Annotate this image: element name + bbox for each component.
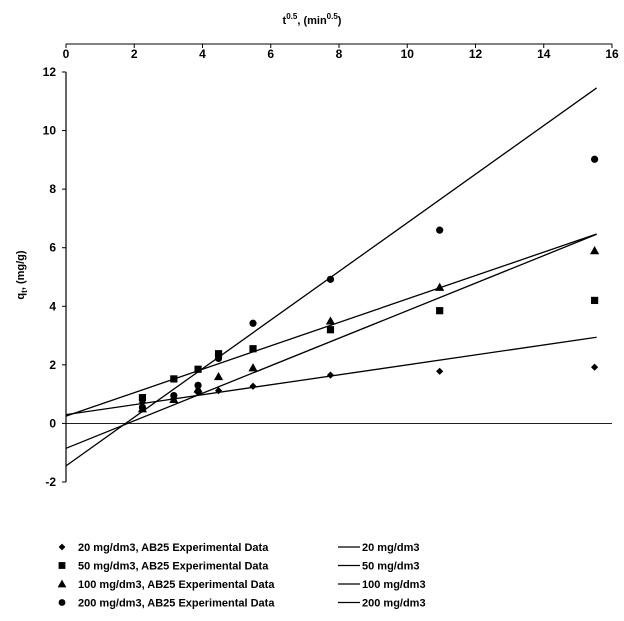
axes: -2 0 2 4 6 8 10 12 0 2 4 6 8 10 12 14 16 (43, 43, 619, 489)
y-axis-title: qt, (mg/g) (15, 250, 29, 299)
legend-line-label: 200 mg/dm3 (362, 598, 426, 610)
data-point-diamond (249, 382, 257, 390)
x-tick-label: 0 (63, 47, 70, 61)
legend-marker-diamond (58, 543, 66, 551)
data-point-square (249, 345, 257, 353)
legend-label: 100 mg/dm3, AB25 Experimental Data (78, 579, 275, 591)
x-tick-label: 2 (131, 47, 138, 61)
data-point-circle (170, 392, 178, 400)
legend-line-label: 100 mg/dm3 (362, 579, 426, 591)
legend: 20 mg/dm3, AB25 Experimental Data 20 mg/d… (57, 542, 426, 610)
legend-marker-square (58, 562, 66, 569)
x-tick-label: 4 (199, 47, 206, 61)
data-point-triangle (248, 363, 258, 372)
legend-label: 50 mg/dm3, AB25 Experimental Data (78, 561, 269, 573)
y-tick-label: 0 (49, 416, 56, 430)
y-tick-label: 2 (49, 358, 56, 372)
legend-line-label: 20 mg/dm3 (362, 542, 419, 554)
data-point-diamond (590, 363, 599, 371)
data-point-square (138, 394, 147, 402)
x-axis-title: t0.5, (min0.5) (283, 12, 342, 27)
y-tick-label: 4 (49, 299, 56, 313)
legend-line-label: 50 mg/dm3 (362, 561, 419, 573)
legend-label: 200 mg/dm3, AB25 Experimental Data (78, 598, 275, 610)
data-point-square (590, 296, 599, 305)
data-point-circle (436, 226, 444, 234)
x-tick-label: 8 (336, 47, 343, 61)
data-point-circle (326, 275, 335, 283)
legend-marker-circle (58, 599, 66, 606)
data-point-square (170, 375, 178, 383)
x-tick-label: 14 (537, 47, 551, 61)
legend-label: 20 mg/dm3, AB25 Experimental Data (78, 542, 269, 554)
y-tick-label: 10 (43, 124, 57, 138)
data-point-diamond (436, 367, 444, 375)
data-points (137, 155, 600, 413)
data-point-diamond (326, 371, 335, 379)
data-point-circle (249, 319, 257, 327)
fit-line (65, 233, 597, 417)
x-tick-label: 10 (401, 47, 415, 61)
y-tick-label: 6 (49, 241, 56, 255)
data-point-square (436, 307, 444, 315)
data-point-diamond (214, 387, 223, 395)
data-point-triangle (435, 282, 445, 291)
data-point-triangle (325, 316, 336, 325)
data-point-circle (194, 381, 202, 389)
data-point-square (326, 326, 335, 334)
legend-marker-triangle (57, 579, 67, 588)
data-point-diamond (138, 398, 147, 406)
x-tick-label: 12 (469, 47, 483, 61)
y-tick-label: 12 (43, 65, 57, 79)
x-tick-label: 16 (605, 47, 619, 61)
x-tick-label: 6 (267, 47, 274, 61)
data-point-triangle (213, 371, 224, 381)
data-point-square (194, 365, 202, 373)
fit-line (65, 233, 597, 449)
y-tick-label: -2 (45, 475, 56, 489)
data-point-circle (138, 403, 147, 411)
data-point-circle (590, 155, 599, 163)
data-point-circle (214, 354, 223, 363)
y-tick-label: 8 (49, 182, 56, 196)
data-point-triangle (589, 246, 600, 255)
data-point-square (214, 350, 223, 358)
